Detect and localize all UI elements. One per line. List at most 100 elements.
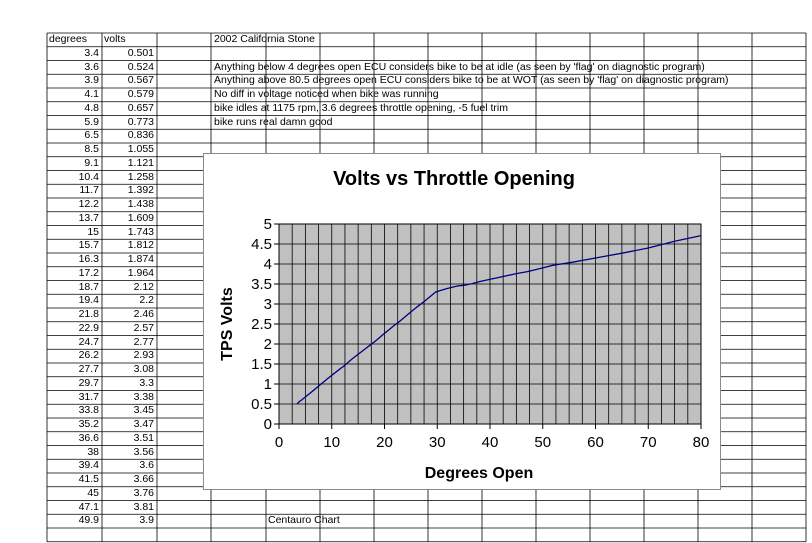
cell-volts: 1.438 <box>127 198 154 210</box>
cell-volts: 3.76 <box>133 486 154 499</box>
x-tick-label: 60 <box>587 434 604 451</box>
column-header-degrees: degrees <box>49 33 87 45</box>
y-tick-label: 2 <box>264 336 272 353</box>
cell-volts: 2.46 <box>133 308 154 320</box>
cell-degrees: 3.6 <box>84 60 99 73</box>
cell-degrees: 17.2 <box>78 266 99 279</box>
cell-volts: 0.657 <box>127 101 154 114</box>
note-text: 2002 California Stone <box>214 33 315 45</box>
cell-degrees: 49.9 <box>78 514 99 527</box>
chart-title: Volts vs Throttle Opening <box>333 168 575 190</box>
cell-degrees: 45 <box>87 486 99 499</box>
cell-volts: 3.66 <box>133 473 154 485</box>
cell-degrees: 9.1 <box>84 156 99 169</box>
cell-volts: 2.77 <box>133 335 154 348</box>
cell-degrees: 27.7 <box>78 363 99 375</box>
y-tick-label: 4 <box>264 256 272 273</box>
chart-panel[interactable]: 0 0.5 1 1.5 2 2.5 3 3.5 4 4.5 5 0 10 20 30 40 50 60 70 80 Vo… <box>203 153 721 490</box>
x-tick-label: 30 <box>429 434 446 451</box>
cell-volts: 1.964 <box>127 266 154 279</box>
y-tick-label: 2.5 <box>251 316 272 333</box>
cell-degrees: 12.2 <box>78 198 99 210</box>
cell-degrees: 36.6 <box>78 431 99 444</box>
cell-degrees: 35.2 <box>78 418 99 430</box>
cell-degrees: 15 <box>87 225 99 238</box>
cell-degrees: 8.5 <box>84 143 99 155</box>
cell-degrees: 13.7 <box>78 211 99 224</box>
cell-volts: 1.874 <box>127 253 154 265</box>
series-line <box>296 234 702 405</box>
cell-volts: 3.08 <box>133 363 154 375</box>
cell-volts: 2.93 <box>133 349 154 362</box>
cell-volts: 0.579 <box>127 88 154 100</box>
cell-degrees: 6.5 <box>84 129 99 142</box>
cell-degrees: 38 <box>87 445 99 458</box>
line-chart: 00.511.522.533.544.550 10 20 30 40 50 60 70 80Vo… <box>219 168 710 482</box>
cell-degrees: 3.4 <box>84 46 99 59</box>
note-text: Anything below 4 degrees open ECU consid… <box>214 60 705 73</box>
cell-degrees: 47.1 <box>78 500 99 513</box>
cell-degrees: 24.7 <box>78 335 99 348</box>
cell-degrees: 29.7 <box>78 376 99 389</box>
x-tick-label: 40 <box>482 434 499 451</box>
cell-degrees: 21.8 <box>78 308 99 320</box>
cell-volts: 3.38 <box>133 390 154 403</box>
cell-degrees: 18.7 <box>78 280 99 293</box>
y-tick-label: 1.5 <box>251 356 272 373</box>
y-tick-label: 3 <box>264 296 272 313</box>
cell-degrees: 3.9 <box>84 74 99 87</box>
cell-volts: 3.6 <box>139 459 154 472</box>
cell-volts: 1.121 <box>127 156 154 169</box>
cell-volts: 3.3 <box>139 376 154 389</box>
note-text: No diff in voltage noticed when bike was… <box>214 88 439 100</box>
cell-degrees: 41.5 <box>78 473 99 485</box>
cell-degrees: 39.4 <box>78 459 99 472</box>
cell-degrees: 26.2 <box>78 349 99 362</box>
cell-degrees: 10.4 <box>78 170 99 183</box>
cell-volts: 0.773 <box>127 115 154 128</box>
cell-degrees: 19.4 <box>78 294 99 307</box>
cell-volts: 2.2 <box>139 294 154 307</box>
x-tick-label: 70 <box>640 434 657 451</box>
cell-volts: 3.9 <box>139 514 154 527</box>
x-tick-label: 10 <box>323 434 340 451</box>
cell-volts: 1.609 <box>127 211 154 224</box>
y-tick-label: 1 <box>264 376 272 393</box>
x-tick-label: 80 <box>693 434 710 451</box>
y-tick-label: 0 <box>264 416 272 433</box>
cell-volts: 1.055 <box>127 143 154 155</box>
note-text: bike runs real damn good <box>214 115 333 128</box>
cell-degrees: 22.9 <box>78 321 99 334</box>
cell-degrees: 15.7 <box>78 239 99 252</box>
cell-degrees: 11.7 <box>79 184 99 197</box>
x-tick-label: 50 <box>534 434 551 451</box>
cell-volts: 2.57 <box>133 321 154 334</box>
y-tick-label: 3.5 <box>251 276 272 293</box>
column-header-volts: volts <box>104 33 126 45</box>
cell-volts: 1.812 <box>127 239 154 252</box>
cell-volts: 0.567 <box>127 74 154 87</box>
y-tick-label: 4.5 <box>251 236 272 253</box>
cell-volts: 0.836 <box>127 129 154 142</box>
y-axis-label: TPS Volts <box>219 287 236 361</box>
cell-degrees: 33.8 <box>78 404 99 417</box>
cell-volts: 2.12 <box>133 280 154 293</box>
cell-volts: 1.392 <box>127 184 154 197</box>
cell-volts: 0.524 <box>127 60 154 73</box>
x-axis-label: Degrees Open <box>425 465 533 482</box>
cell-volts: 3.45 <box>133 404 154 417</box>
cell-degrees: 31.7 <box>78 390 99 403</box>
cell-volts: 3.56 <box>133 445 154 458</box>
cell-degrees: 16.3 <box>78 253 99 265</box>
cell-volts: 1.743 <box>127 225 154 238</box>
cell-volts: 1.258 <box>127 170 154 183</box>
note-text: Anything above 80.5 degrees open ECU con… <box>214 74 729 87</box>
x-tick-label: 0 <box>275 434 283 451</box>
x-tick-label: 20 <box>376 434 393 451</box>
cell-degrees: 4.1 <box>84 88 99 100</box>
chart-caption: Centauro Chart <box>268 514 340 527</box>
cell-degrees: 4.8 <box>84 101 99 114</box>
cell-volts: 0.501 <box>127 46 154 59</box>
cell-volts: 3.47 <box>133 418 154 430</box>
cell-volts: 3.51 <box>133 431 154 444</box>
